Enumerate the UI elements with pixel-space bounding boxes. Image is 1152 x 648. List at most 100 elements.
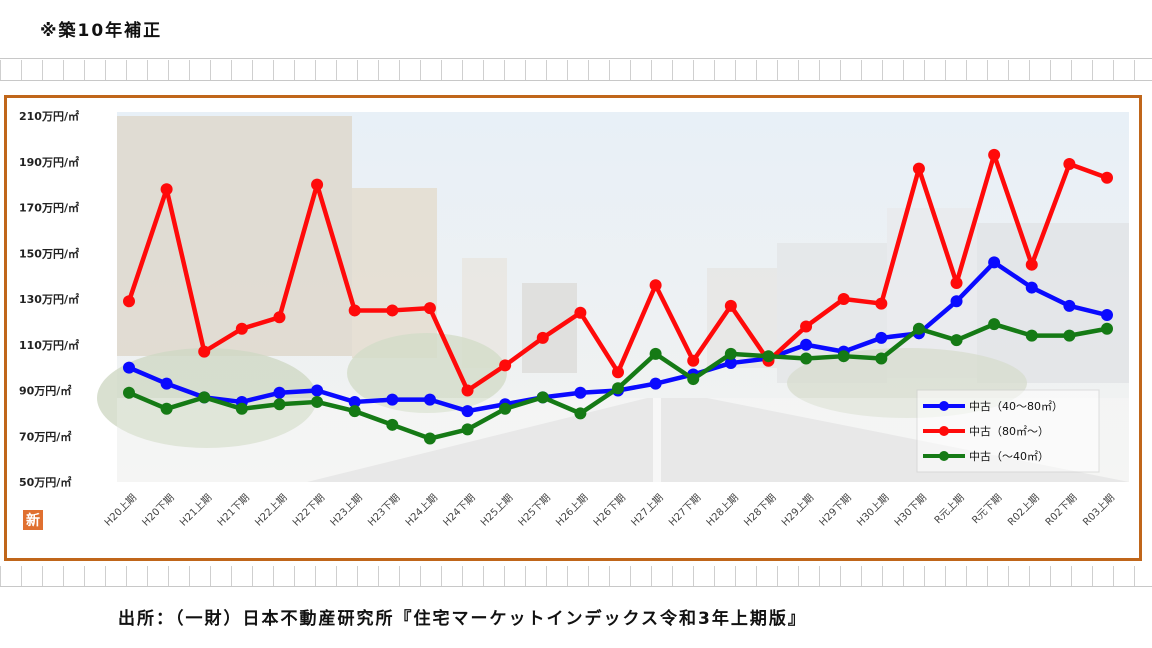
data-point (988, 256, 1001, 269)
x-tick-label: H28下期 (742, 492, 779, 529)
data-point (273, 311, 286, 324)
x-tick-label: R02下期 (1043, 492, 1080, 529)
legend-marker (939, 401, 949, 411)
note-label: ※築10年補正 (40, 21, 163, 41)
data-point (423, 432, 436, 445)
chart-frame: 50万円/㎡ 70万円/㎡ 90万円/㎡ 110万円/㎡ 130万円/㎡ 150万円/㎡ 1… (4, 95, 1142, 561)
data-point (461, 405, 474, 418)
data-point (950, 295, 963, 308)
y-tick-label: 130万円/㎡ (19, 292, 79, 306)
grid-strip-top (0, 60, 1152, 80)
data-point (649, 347, 662, 360)
data-point (1063, 158, 1076, 171)
data-point (499, 359, 512, 372)
data-point (273, 386, 286, 399)
x-tick-label: H28上期 (704, 492, 741, 529)
data-point (687, 373, 700, 386)
y-tick-label: 190万円/㎡ (19, 155, 79, 169)
line-chart: 50万円/㎡ 70万円/㎡ 90万円/㎡ 110万円/㎡ 130万円/㎡ 150万円/㎡ 1… (19, 109, 1129, 530)
data-point (762, 350, 775, 363)
data-point (386, 393, 399, 406)
data-point (311, 395, 324, 408)
x-tick-label: H26下期 (591, 492, 628, 529)
data-point (235, 322, 248, 335)
legend-label: 中古（80㎡～） (969, 425, 1049, 438)
data-point (1025, 281, 1038, 294)
legend-marker (939, 451, 949, 461)
data-point (800, 352, 813, 365)
data-point (160, 377, 173, 390)
data-point (724, 357, 737, 370)
legend-label: 中古（40～80㎡） (969, 400, 1063, 413)
data-point (1101, 322, 1113, 335)
x-tick-label: H23下期 (365, 492, 402, 529)
data-point (423, 393, 436, 406)
logo-mark: 新 (23, 510, 43, 530)
data-point (612, 382, 624, 395)
x-tick-label: H29下期 (817, 492, 854, 529)
data-point (198, 391, 211, 404)
grid-strip-bottom (0, 566, 1152, 586)
data-point (348, 304, 361, 317)
data-point (461, 384, 474, 397)
data-point (311, 384, 324, 397)
x-tick-label: H30下期 (892, 492, 929, 529)
divider-line (0, 80, 1152, 81)
x-tick-label: R元下期 (970, 492, 1005, 527)
data-point (311, 178, 324, 191)
x-tick-label: H24上期 (403, 492, 440, 529)
x-tick-label: H25下期 (516, 492, 553, 529)
data-point (273, 398, 286, 411)
data-point (574, 306, 587, 319)
source-caption: 出所：（一財）日本不動産研究所『住宅マーケットインデックス令和3年上期版』 (118, 609, 807, 629)
x-tick-label: R02上期 (1005, 492, 1042, 529)
data-point (499, 402, 512, 415)
x-tick-label: H26上期 (554, 492, 591, 529)
divider-line (0, 586, 1152, 587)
data-point (950, 334, 963, 347)
x-tick-label: H21下期 (215, 492, 252, 529)
logo-text: 新 (26, 512, 40, 529)
data-point (574, 386, 587, 399)
data-point (1025, 329, 1038, 342)
y-tick-label: 170万円/㎡ (19, 201, 79, 215)
data-point (423, 302, 436, 315)
x-tick-label: H30上期 (854, 492, 891, 529)
x-tick-label: H23上期 (328, 492, 365, 529)
legend-marker (939, 426, 949, 436)
data-point (198, 345, 211, 358)
data-point (1101, 309, 1113, 322)
divider-line (0, 58, 1152, 59)
x-tick-label: R元上期 (932, 492, 967, 527)
data-point (875, 297, 888, 310)
data-point (800, 320, 813, 333)
data-point (649, 279, 662, 292)
data-point (988, 318, 1001, 331)
data-point (574, 407, 587, 420)
x-tick-label: H27下期 (666, 492, 703, 529)
data-point (348, 395, 361, 408)
x-tick-label: H21上期 (177, 492, 214, 529)
data-point (1063, 299, 1076, 312)
x-tick-label: H20下期 (140, 492, 177, 529)
data-point (123, 361, 135, 374)
data-point (386, 304, 399, 317)
data-point (1025, 258, 1038, 271)
data-point (123, 386, 135, 399)
data-point (1101, 171, 1113, 184)
data-point (912, 322, 925, 335)
legend-label: 中古（～40㎡） (969, 450, 1049, 463)
data-point (724, 299, 737, 312)
data-point (875, 352, 888, 365)
data-point (235, 402, 248, 415)
data-point (837, 350, 850, 363)
data-point (160, 183, 173, 196)
x-tick-label: H22下期 (290, 492, 327, 529)
x-tick-label: H29上期 (779, 492, 816, 529)
x-tick-label: H24下期 (441, 492, 478, 529)
x-tick-label: H22上期 (253, 492, 290, 529)
data-point (536, 391, 549, 404)
data-point (837, 293, 850, 305)
x-tick-label: H27上期 (629, 492, 666, 529)
data-point (875, 331, 888, 344)
